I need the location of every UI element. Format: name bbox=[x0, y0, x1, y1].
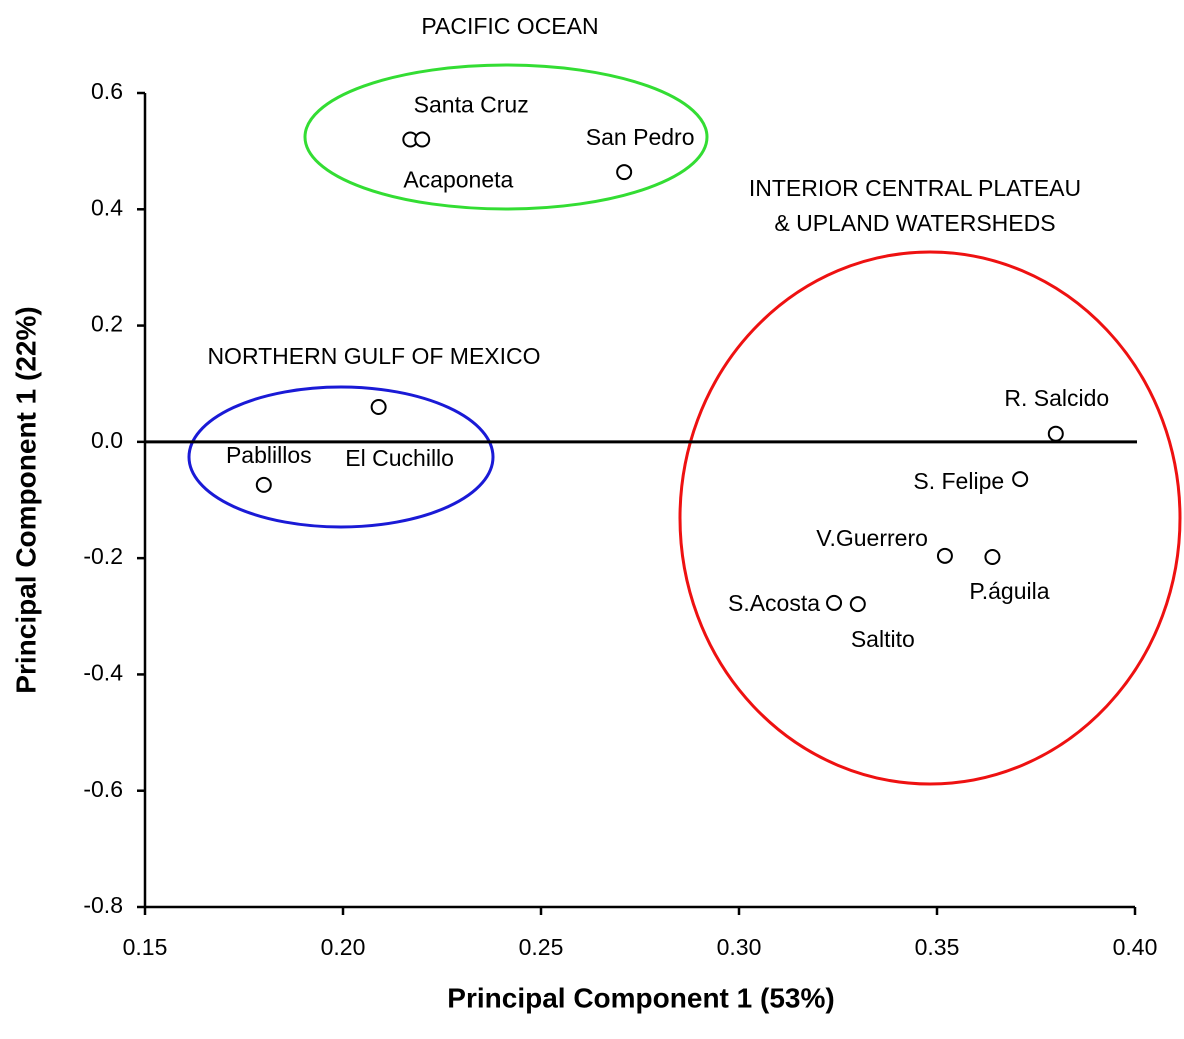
point-label: R. Salcido bbox=[1004, 385, 1109, 411]
point-label: Santa Cruz bbox=[414, 92, 529, 118]
group-ellipse bbox=[678, 250, 1182, 786]
y-tick-label: -0.4 bbox=[83, 660, 123, 686]
group-label: NORTHERN GULF OF MEXICO bbox=[207, 343, 540, 369]
group-label: & UPLAND WATERSHEDS bbox=[774, 210, 1055, 236]
x-tick-label: 0.40 bbox=[1113, 934, 1158, 960]
point bbox=[1012, 471, 1029, 488]
point bbox=[936, 547, 953, 564]
point-label: V.Guerrero bbox=[816, 525, 928, 551]
y-tick-label: 0.2 bbox=[91, 311, 123, 337]
y-tick-label: 0.6 bbox=[91, 78, 123, 104]
y-tick-label: -0.2 bbox=[83, 543, 123, 569]
point-label: S. Felipe bbox=[913, 468, 1004, 494]
x-tick-label: 0.15 bbox=[123, 934, 168, 960]
point-label: S.Acosta bbox=[728, 590, 820, 616]
y-tick-label: 0.4 bbox=[91, 194, 123, 220]
point bbox=[414, 131, 431, 148]
point bbox=[616, 164, 633, 181]
group-ellipse bbox=[303, 63, 709, 211]
x-tick-label: 0.30 bbox=[717, 934, 762, 960]
y-tick-label: -0.6 bbox=[83, 776, 123, 802]
point bbox=[255, 476, 272, 493]
point-label: El Cuchillo bbox=[345, 445, 454, 471]
point bbox=[370, 398, 387, 415]
x-tick-label: 0.25 bbox=[519, 934, 564, 960]
x-tick-label: 0.20 bbox=[321, 934, 366, 960]
group-ellipse bbox=[187, 385, 495, 529]
point-label: San Pedro bbox=[586, 124, 695, 150]
y-axis-title: Principal Component 1 (22%) bbox=[10, 306, 41, 693]
point bbox=[826, 594, 843, 611]
point-label: Acaponeta bbox=[403, 167, 513, 193]
point bbox=[984, 548, 1001, 565]
point bbox=[1047, 425, 1064, 442]
point-label: Pablillos bbox=[226, 442, 312, 468]
point-label: Saltito bbox=[851, 626, 915, 652]
point bbox=[849, 596, 866, 613]
group-label: INTERIOR CENTRAL PLATEAU bbox=[749, 175, 1081, 201]
x-axis-title: Principal Component 1 (53%) bbox=[447, 982, 834, 1013]
x-tick-label: 0.35 bbox=[915, 934, 960, 960]
point-label: P.águila bbox=[969, 578, 1049, 604]
y-tick-label: 0.0 bbox=[91, 427, 123, 453]
y-tick-label: -0.8 bbox=[83, 892, 123, 918]
group-label: PACIFIC OCEAN bbox=[421, 13, 598, 39]
